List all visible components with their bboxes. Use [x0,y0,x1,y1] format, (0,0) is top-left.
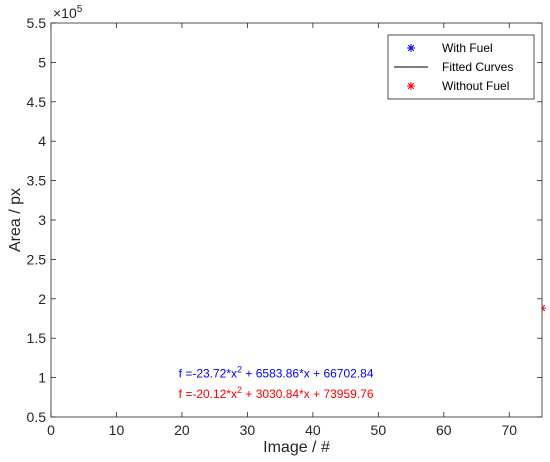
legend-asterisk-marker [407,44,415,52]
legend-asterisk-marker [407,82,415,90]
y-tick-label: 2 [38,291,46,307]
annotations: f =-23.72*x2 + 6583.86*x + 66702.84 f =-2… [179,365,374,401]
legend-label: Fitted Curves [442,60,513,74]
y-tick-label: 5.5 [27,15,47,31]
fit-equation: f =-20.12*x2 + 3030.84*x + 73959.76 [179,385,374,401]
x-tick-label: 40 [305,422,321,438]
y-tick-label: 1.5 [27,330,47,346]
x-tick-label: 70 [501,422,517,438]
x-tick-label: 0 [47,422,55,438]
y-tick-label: 4.5 [27,94,47,110]
x-tick-label: 30 [240,422,256,438]
y-tick-label: 3.5 [27,173,47,189]
y-exponent-label: ×105 [53,4,83,21]
legend-label: With Fuel [442,41,493,55]
y-tick-label: 1 [38,370,46,386]
y-tick-label: 5 [38,54,46,70]
legend-item: Fitted Curves [394,60,513,74]
y-tick-label: 4 [38,133,46,149]
legend-item: Without Fuel [407,79,509,93]
y-axis-label: Area / px [7,188,24,252]
y-tick-label: 2.5 [27,251,47,267]
legend-item: With Fuel [407,41,493,55]
x-tick-label: 10 [109,422,125,438]
y-tick-label: 3 [38,212,46,228]
y-tick-label: 0.5 [27,409,47,425]
x-tick-label: 50 [371,422,387,438]
x-tick-label: 20 [174,422,190,438]
fit-equation: f =-23.72*x2 + 6583.86*x + 66702.84 [179,365,374,381]
legend: With Fuel Fitted Curves Without Fuel [387,34,535,100]
x-axis-label: Image / # [263,439,330,456]
legend-label: Without Fuel [442,79,509,93]
x-tick-label: 60 [436,422,452,438]
